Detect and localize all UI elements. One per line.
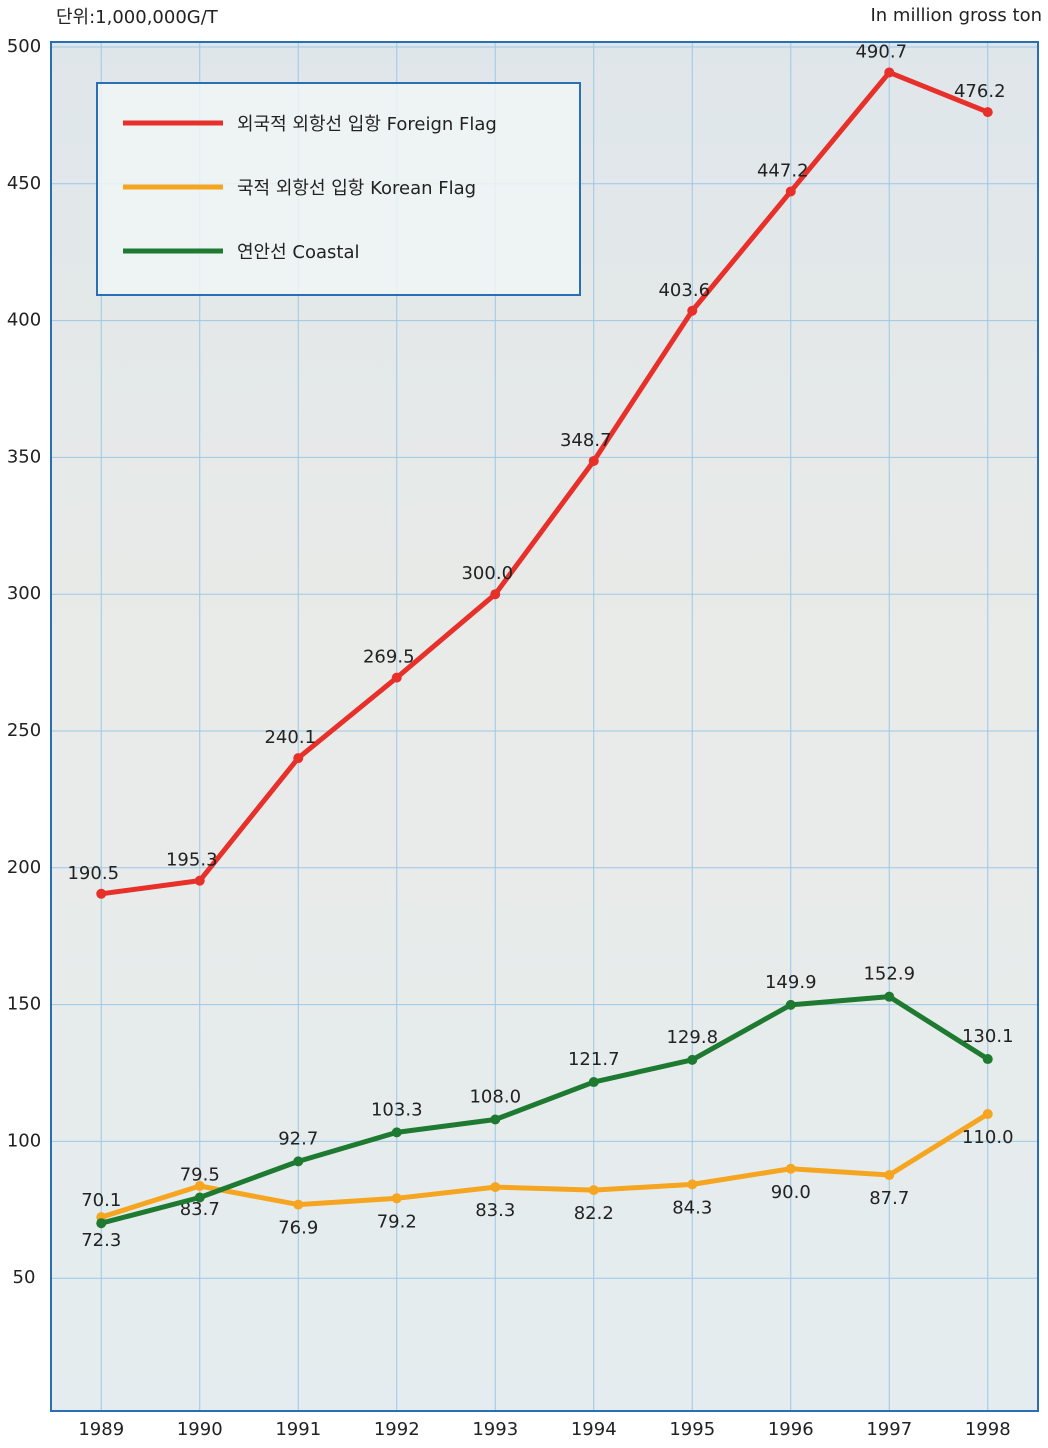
series-line bbox=[100, 1111, 990, 1220]
x-tick-label: 1989 bbox=[78, 1419, 124, 1440]
data-label: 269.5 bbox=[363, 647, 415, 668]
data-label: 92.7 bbox=[278, 1128, 318, 1149]
data-label: 195.3 bbox=[166, 850, 218, 871]
data-label: 190.5 bbox=[67, 863, 119, 884]
data-point bbox=[588, 1185, 599, 1196]
data-point bbox=[194, 1180, 205, 1191]
data-point bbox=[884, 67, 895, 78]
y-tick-label: 450 bbox=[7, 173, 41, 194]
y-tick-label: 100 bbox=[7, 1130, 41, 1151]
data-point bbox=[588, 455, 599, 466]
data-label: 476.2 bbox=[954, 81, 1006, 102]
y-tick-label: 350 bbox=[7, 446, 41, 467]
data-point bbox=[490, 589, 501, 600]
data-point bbox=[687, 305, 698, 316]
x-tick-label: 1993 bbox=[472, 1419, 518, 1440]
data-point bbox=[96, 1218, 107, 1229]
data-point bbox=[293, 1199, 304, 1210]
y-tick-label: 300 bbox=[7, 583, 41, 604]
data-label: 121.7 bbox=[568, 1049, 620, 1070]
data-point bbox=[785, 999, 796, 1010]
data-label: 79.5 bbox=[180, 1164, 220, 1185]
data-label: 348.7 bbox=[560, 430, 612, 451]
data-label: 70.1 bbox=[81, 1190, 121, 1211]
legend: 외국적 외항선 입항 Foreign Flag 국적 외항선 입항 Korean … bbox=[96, 82, 581, 296]
data-point bbox=[687, 1179, 698, 1190]
data-label: 87.7 bbox=[869, 1188, 909, 1209]
unit-note-en: In million gross ton bbox=[870, 5, 1042, 26]
y-tick-label: 500 bbox=[7, 36, 41, 57]
data-point bbox=[490, 1114, 501, 1125]
data-label: 300.0 bbox=[461, 563, 513, 584]
data-label: 79.2 bbox=[377, 1211, 417, 1232]
data-label: 110.0 bbox=[962, 1127, 1014, 1148]
data-label: 83.7 bbox=[180, 1199, 220, 1220]
data-point bbox=[884, 1170, 895, 1181]
data-label: 84.3 bbox=[672, 1197, 712, 1218]
data-point bbox=[391, 672, 402, 683]
series-line bbox=[100, 69, 989, 897]
data-label: 149.9 bbox=[765, 972, 817, 993]
legend-label: 국적 외항선 입항 Korean Flag bbox=[237, 178, 476, 199]
data-point bbox=[982, 1109, 993, 1120]
data-point bbox=[687, 1054, 698, 1065]
data-point bbox=[490, 1182, 501, 1193]
x-tick-label: 1998 bbox=[965, 1419, 1011, 1440]
data-label: 72.3 bbox=[81, 1230, 121, 1251]
data-label: 240.1 bbox=[264, 727, 316, 748]
data-label: 129.8 bbox=[666, 1027, 718, 1048]
data-point bbox=[391, 1193, 402, 1204]
legend-label: 연안선 Coastal bbox=[237, 242, 359, 263]
data-label: 447.2 bbox=[757, 160, 809, 181]
x-tick-label: 1991 bbox=[275, 1419, 321, 1440]
x-tick-label: 1996 bbox=[768, 1419, 814, 1440]
data-label: 82.2 bbox=[574, 1203, 614, 1224]
data-label: 83.3 bbox=[475, 1200, 515, 1221]
data-label: 130.1 bbox=[962, 1026, 1014, 1047]
plot-frame bbox=[50, 41, 1039, 1412]
data-point bbox=[785, 1163, 796, 1174]
data-label: 90.0 bbox=[771, 1182, 811, 1203]
x-tick-label: 1990 bbox=[177, 1419, 223, 1440]
data-label: 108.0 bbox=[469, 1087, 521, 1108]
data-point bbox=[588, 1077, 599, 1088]
x-tick-label: 1997 bbox=[866, 1419, 912, 1440]
legend-label: 외국적 외항선 입항 Foreign Flag bbox=[237, 114, 497, 135]
x-tick-label: 1995 bbox=[669, 1419, 715, 1440]
data-label: 403.6 bbox=[658, 280, 710, 301]
data-point bbox=[96, 888, 107, 899]
y-tick-label: 50 bbox=[13, 1267, 36, 1288]
data-point bbox=[884, 991, 895, 1002]
data-point bbox=[194, 875, 205, 886]
data-point bbox=[785, 186, 796, 197]
data-label: 103.3 bbox=[371, 1099, 423, 1120]
y-tick-label: 200 bbox=[7, 857, 41, 878]
data-label: 490.7 bbox=[855, 41, 907, 62]
data-point bbox=[293, 753, 304, 764]
data-label: 152.9 bbox=[863, 964, 915, 985]
x-tick-label: 1994 bbox=[571, 1419, 617, 1440]
data-label: 76.9 bbox=[278, 1218, 318, 1239]
data-point bbox=[982, 107, 993, 118]
data-point bbox=[391, 1127, 402, 1138]
y-tick-label: 150 bbox=[7, 994, 41, 1015]
unit-note: 단위:1,000,000G/T bbox=[56, 7, 219, 28]
y-tick-label: 400 bbox=[7, 310, 41, 331]
y-tick-label: 250 bbox=[7, 720, 41, 741]
series-line bbox=[100, 994, 990, 1226]
data-point bbox=[194, 1192, 205, 1203]
data-point bbox=[982, 1054, 993, 1065]
data-point bbox=[293, 1156, 304, 1167]
x-tick-label: 1992 bbox=[374, 1419, 420, 1440]
